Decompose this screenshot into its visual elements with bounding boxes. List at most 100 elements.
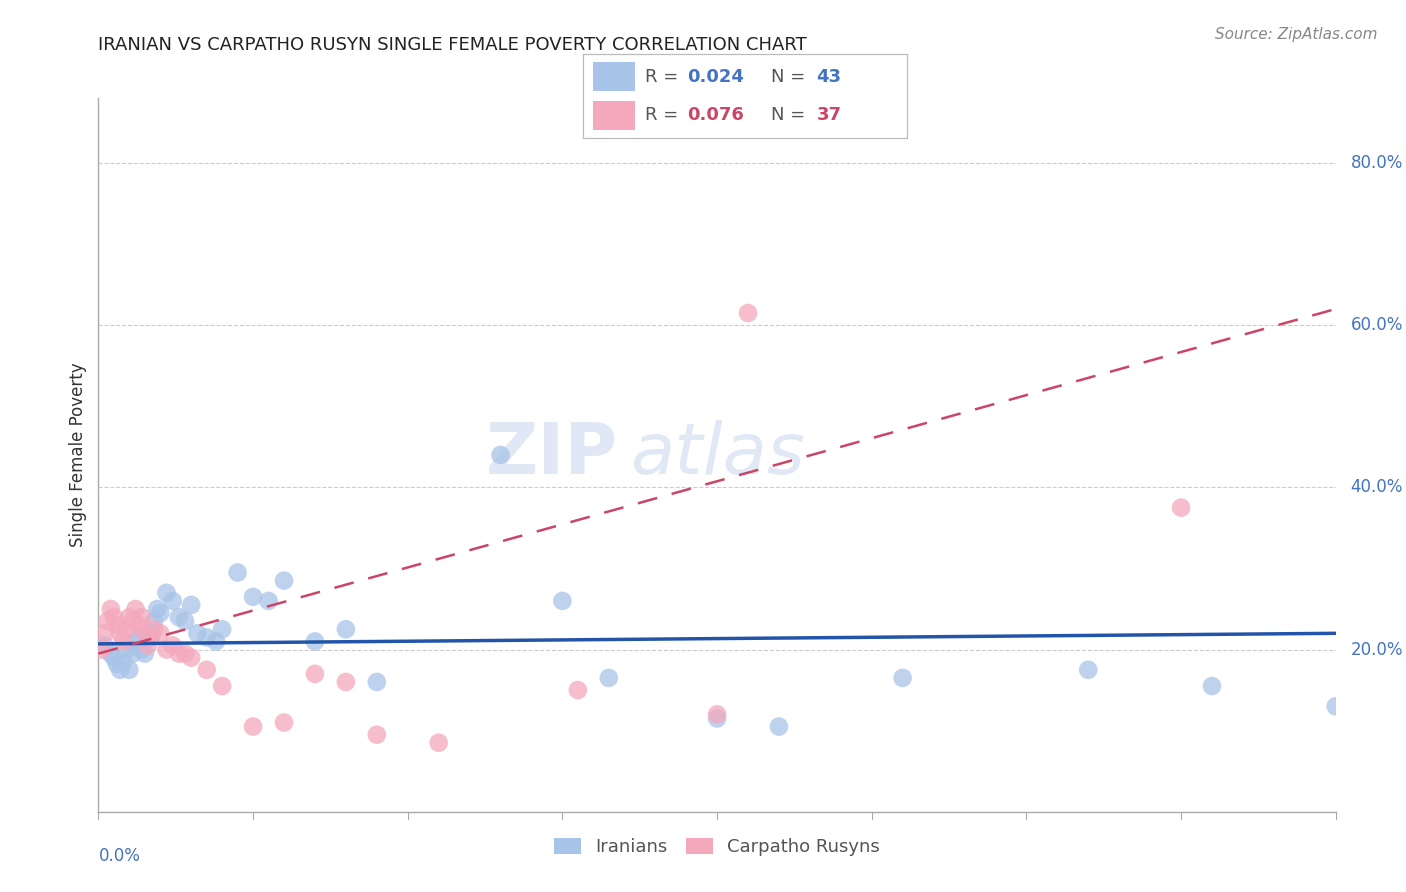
- Point: [155, 586, 177, 600]
- Point: [211, 679, 233, 693]
- Point: [128, 631, 150, 645]
- Point: [143, 614, 166, 628]
- Point: [128, 618, 150, 632]
- Point: [134, 647, 156, 661]
- Point: [706, 711, 728, 725]
- Point: [112, 655, 135, 669]
- Point: [174, 647, 197, 661]
- Point: [567, 683, 589, 698]
- Text: 37: 37: [817, 106, 841, 124]
- Point: [205, 634, 228, 648]
- Point: [174, 614, 197, 628]
- Point: [146, 602, 169, 616]
- Point: [706, 707, 728, 722]
- Text: N =: N =: [770, 69, 811, 87]
- Point: [131, 642, 153, 657]
- Text: Source: ZipAtlas.com: Source: ZipAtlas.com: [1215, 27, 1378, 42]
- Point: [136, 631, 159, 645]
- Text: 80.0%: 80.0%: [1351, 154, 1403, 172]
- Point: [93, 626, 115, 640]
- Bar: [593, 101, 636, 130]
- Point: [90, 642, 112, 657]
- Legend: Iranians, Carpatho Rusyns: Iranians, Carpatho Rusyns: [547, 830, 887, 863]
- Point: [118, 610, 141, 624]
- Point: [167, 610, 190, 624]
- Point: [186, 626, 208, 640]
- Text: 40.0%: 40.0%: [1351, 478, 1403, 496]
- Point: [100, 602, 122, 616]
- Point: [139, 626, 162, 640]
- Text: ZIP: ZIP: [486, 420, 619, 490]
- Point: [273, 574, 295, 588]
- Point: [366, 728, 388, 742]
- Point: [180, 598, 202, 612]
- Point: [304, 666, 326, 681]
- Point: [304, 634, 326, 648]
- Point: [1201, 679, 1223, 693]
- Point: [93, 639, 115, 653]
- Point: [242, 590, 264, 604]
- Point: [162, 594, 184, 608]
- Point: [105, 618, 128, 632]
- Text: N =: N =: [770, 106, 811, 124]
- Text: IRANIAN VS CARPATHO RUSYN SINGLE FEMALE POVERTY CORRELATION CHART: IRANIAN VS CARPATHO RUSYN SINGLE FEMALE …: [98, 36, 807, 54]
- Point: [273, 715, 295, 730]
- Point: [97, 614, 120, 628]
- Point: [124, 634, 146, 648]
- Point: [112, 634, 135, 648]
- Point: [108, 663, 131, 677]
- Point: [1170, 500, 1192, 515]
- Point: [134, 626, 156, 640]
- Text: 60.0%: 60.0%: [1351, 316, 1403, 334]
- Point: [115, 622, 138, 636]
- Point: [211, 622, 233, 636]
- Point: [226, 566, 249, 580]
- Point: [242, 720, 264, 734]
- Point: [103, 650, 125, 665]
- Y-axis label: Single Female Poverty: Single Female Poverty: [69, 363, 87, 547]
- Point: [195, 663, 218, 677]
- Point: [139, 631, 162, 645]
- Text: 43: 43: [817, 69, 841, 87]
- Point: [149, 606, 172, 620]
- Bar: [593, 62, 636, 91]
- Text: atlas: atlas: [630, 420, 806, 490]
- Point: [737, 306, 759, 320]
- Text: 0.076: 0.076: [688, 106, 744, 124]
- Point: [100, 647, 122, 661]
- Point: [143, 622, 166, 636]
- Point: [121, 614, 143, 628]
- Point: [115, 642, 138, 657]
- Text: R =: R =: [645, 106, 683, 124]
- Point: [167, 647, 190, 661]
- Point: [149, 626, 172, 640]
- Point: [195, 631, 218, 645]
- Point: [124, 602, 146, 616]
- Point: [121, 647, 143, 661]
- Text: 0.0%: 0.0%: [98, 847, 141, 865]
- Point: [108, 626, 131, 640]
- Point: [335, 675, 357, 690]
- Point: [136, 639, 159, 653]
- Point: [118, 663, 141, 677]
- Point: [155, 642, 177, 657]
- Point: [103, 610, 125, 624]
- Point: [180, 650, 202, 665]
- Point: [105, 657, 128, 672]
- Point: [131, 610, 153, 624]
- Point: [768, 720, 790, 734]
- Point: [551, 594, 574, 608]
- Point: [1324, 699, 1347, 714]
- Text: 0.024: 0.024: [688, 69, 744, 87]
- Point: [891, 671, 914, 685]
- Text: R =: R =: [645, 69, 683, 87]
- Point: [257, 594, 280, 608]
- Text: 20.0%: 20.0%: [1351, 640, 1403, 658]
- Point: [335, 622, 357, 636]
- Point: [598, 671, 620, 685]
- Point: [162, 639, 184, 653]
- Point: [427, 736, 450, 750]
- Point: [366, 675, 388, 690]
- Point: [489, 448, 512, 462]
- Point: [1077, 663, 1099, 677]
